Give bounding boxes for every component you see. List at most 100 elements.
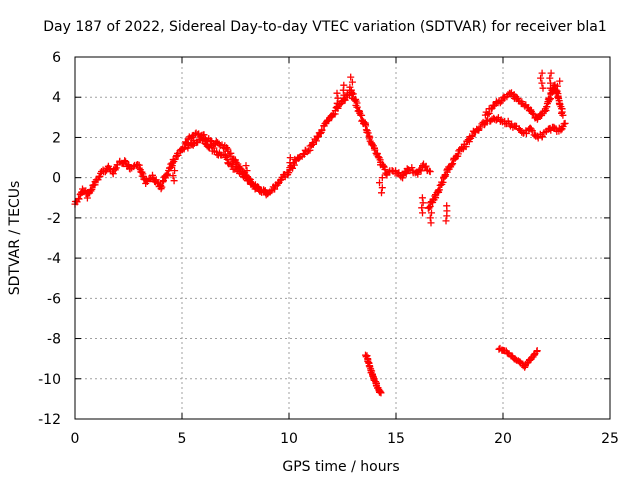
data-point [527,106,535,114]
data-point [134,161,142,168]
data-point [262,191,270,199]
data-point [542,107,550,115]
data-point [418,194,426,202]
y-tick-label: -4 [47,251,61,267]
data-point [158,183,166,191]
data-point [223,144,231,152]
data-point [164,170,171,178]
data-point [168,162,176,170]
data-point [368,140,376,148]
x-axis-title: GPS time / hours [282,459,399,475]
data-point [313,133,321,141]
data-point [511,355,519,363]
data-point [121,157,129,165]
y-tick-label: 0 [52,171,61,187]
data-point [419,199,427,207]
data-point [169,172,177,180]
chart-title: Day 187 of 2022, Sidereal Day-to-day VTE… [43,19,606,35]
data-point [434,187,442,195]
data-point [428,209,435,217]
data-point [200,134,208,142]
data-point [171,155,179,163]
data-point [559,111,567,119]
data-point [83,194,91,202]
data-point [171,167,179,175]
data-point [75,195,83,203]
data-point [554,92,562,100]
data-point [538,132,546,140]
data-point [476,123,484,131]
data-point [378,189,385,197]
data-point [443,212,451,220]
data-point [135,164,143,172]
data-point [408,164,416,172]
data-point [381,166,389,173]
y-tick-label: -10 [38,372,61,388]
data-point [346,83,354,91]
data-point [527,125,535,133]
x-tick-label: 25 [601,431,619,447]
data-point [528,127,536,135]
data-point [347,73,355,81]
x-tick-label: 0 [71,431,80,447]
x-tick-label: 15 [387,431,405,447]
data-point [426,168,434,176]
data-point [112,164,120,172]
data-point [312,137,320,145]
data-point [157,182,165,190]
data-point [537,74,545,82]
data-point [242,162,250,170]
data-point [468,132,476,140]
x-tick-label: 10 [280,431,298,447]
y-tick-label: -6 [47,291,61,307]
data-point [376,179,383,187]
data-point [341,96,349,104]
data-point [558,108,566,116]
data-point [484,110,492,118]
data-point [207,137,215,145]
y-axis-title: SDTVAR / TECUs [7,181,23,296]
data-point [402,170,410,177]
data-point [126,165,134,173]
data-point [159,178,167,186]
data-point [556,77,564,85]
data-point [543,103,551,111]
data-point [333,89,341,97]
data-point [237,168,245,176]
data-point [528,109,536,117]
y-tick-label: 2 [52,130,61,146]
x-tick-label: 5 [178,431,187,447]
data-point [241,172,249,180]
data-point [271,185,279,193]
data-point [364,129,372,137]
data-point [378,184,386,192]
data-point [561,119,569,127]
data-point [419,209,426,217]
data-point [435,186,443,194]
data-point [426,214,434,222]
data-point [152,176,160,184]
data-point [418,204,426,212]
data-point [547,69,555,77]
data-point [348,78,356,86]
y-tick-label: 4 [52,90,61,106]
data-points [71,69,569,397]
data-point [521,363,529,371]
data-point [227,149,235,157]
data-point [88,186,96,193]
data-point [96,173,104,180]
data-point [347,88,355,96]
data-point [462,143,470,151]
data-point [333,99,341,107]
data-point [522,130,530,137]
data-point [538,69,546,77]
data-point [378,174,386,182]
data-point [422,162,430,170]
data-point [498,97,506,105]
data-point [224,159,232,167]
y-tick-label: -2 [47,211,61,227]
data-point [362,122,370,130]
data-point [264,190,272,198]
